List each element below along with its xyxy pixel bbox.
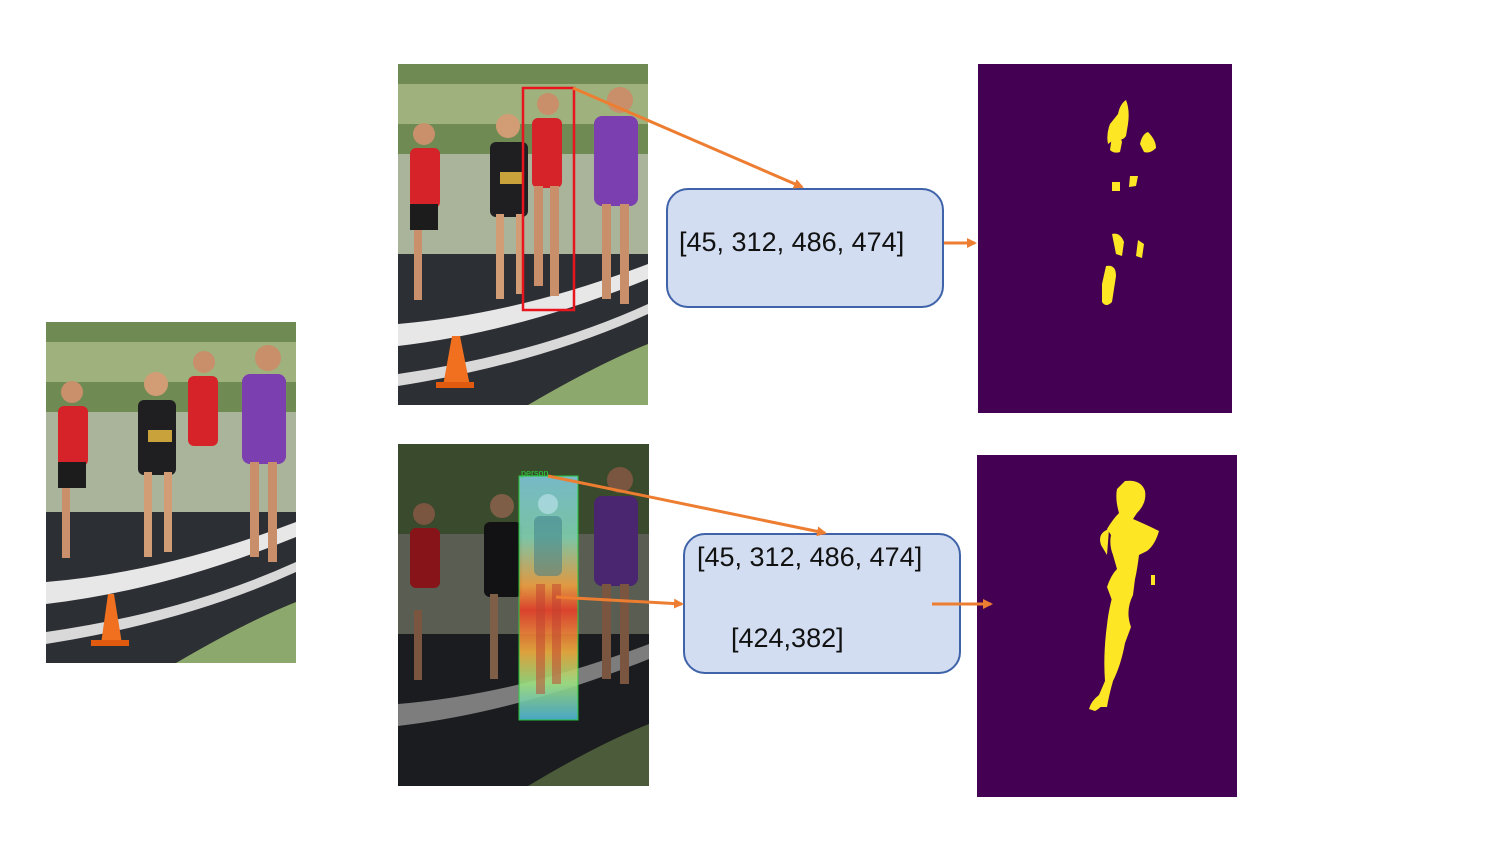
red-bounding-box [521,86,576,312]
bottom-segmentation-mask [977,455,1237,797]
bbox-coordinates-text: [45, 312, 486, 474] [679,227,905,257]
top-segmentation-mask [978,64,1232,413]
input-photo [46,322,296,663]
bbox-prompt-photo [398,64,648,405]
heatmap-prompt-photo [398,444,649,786]
point-coordinates-text: [424,382] [731,623,844,653]
detection-tag: person [521,468,549,478]
bbox-coordinates-box [666,188,944,308]
bbox-point-coordinates-box [683,533,961,674]
bbox-coordinates-text-bottom: [45, 312, 486, 474] [697,542,923,572]
